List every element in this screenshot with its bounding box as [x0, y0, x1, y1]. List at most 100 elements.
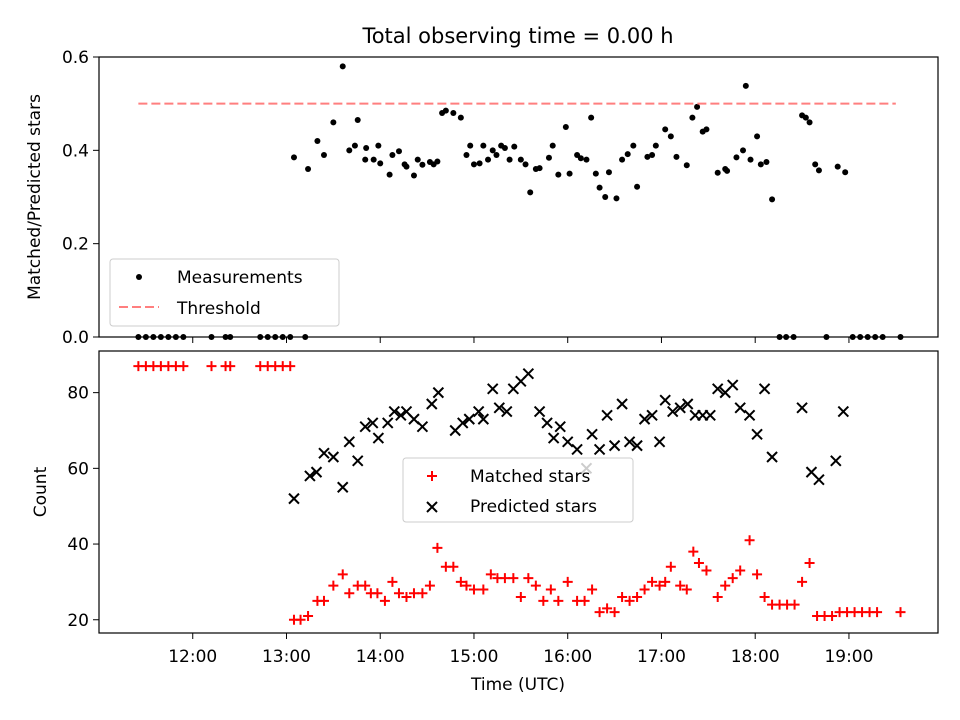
measurement-point	[742, 82, 749, 89]
measurement-point	[834, 163, 841, 170]
measurement-point	[605, 169, 612, 176]
measurement-point	[330, 119, 337, 126]
matched-star-point	[379, 595, 390, 606]
measurement-point	[362, 156, 369, 163]
matched-star-point	[387, 576, 398, 587]
x-tick-label: 14:00	[356, 647, 405, 667]
y-axis-label-bottom: Count	[31, 466, 51, 517]
predicted-star-point	[343, 436, 356, 448]
matched-star-point	[448, 561, 459, 572]
measurement-point	[662, 126, 669, 133]
measurement-point	[574, 152, 581, 158]
y-tick-label: 0.0	[62, 328, 89, 348]
y-tick-label: 0.6	[62, 48, 89, 68]
matched-star-point	[393, 588, 404, 599]
predicted-star-point	[711, 383, 724, 395]
predicted-star-point	[337, 481, 349, 493]
y-tick-label: 80	[67, 384, 89, 404]
axes-frame	[98, 56, 939, 338]
measurement-point	[566, 170, 573, 177]
predicted-star-point	[501, 405, 513, 418]
measurement-point	[754, 133, 761, 140]
measurement-point	[722, 166, 729, 172]
predicted-star-point	[623, 436, 636, 448]
matched-star-point	[499, 573, 510, 584]
predicted-star-point	[457, 417, 469, 429]
matched-star-point	[727, 573, 738, 584]
predicted-star-point	[631, 439, 643, 452]
measurement-point	[769, 196, 776, 203]
measurement-point	[815, 167, 822, 174]
matched-star-point	[360, 580, 371, 591]
measurement-point	[375, 142, 382, 149]
matched-star-point	[337, 569, 348, 580]
measurement-point	[634, 183, 641, 190]
predicted-star-point	[487, 383, 499, 395]
predicted-star-point	[653, 436, 666, 448]
x-tick-label: 16:00	[543, 647, 592, 667]
top-axes: 0.0 0.2 0.4 0.6 Measurements Threshold	[62, 48, 939, 348]
legend-box	[109, 258, 340, 327]
predicted-star-point	[586, 428, 598, 440]
predicted-star-point	[327, 451, 340, 463]
measurement-point	[555, 171, 562, 178]
measurement-point	[314, 138, 321, 144]
measurement-point	[467, 142, 474, 149]
measurement-point	[450, 110, 457, 116]
predicted-star-point	[726, 379, 739, 391]
matched-star-point	[872, 607, 883, 618]
chart-title: Total observing time = 0.00 h	[361, 24, 673, 48]
legend-marker-matched	[427, 471, 437, 481]
measurement-point	[480, 142, 487, 149]
predicted-star-point	[388, 405, 400, 418]
matched-star-point	[609, 607, 620, 618]
matched-star-point	[617, 592, 628, 603]
measurement-point	[320, 152, 327, 158]
measurement-point	[699, 128, 706, 135]
legend-label-threshold: Threshold	[176, 299, 261, 319]
x-tick-label: 15:00	[449, 647, 498, 667]
measurement-point	[596, 184, 603, 191]
x-tick-label: 17:00	[637, 647, 686, 667]
matched-star-point	[461, 580, 472, 591]
measurement-point	[339, 63, 346, 70]
predicted-star-point	[766, 451, 778, 463]
matched-star-point	[693, 557, 704, 568]
measurement-point	[346, 147, 353, 154]
predicted-star-point	[554, 420, 566, 433]
matched-star-point	[401, 592, 412, 603]
matched-star-point	[827, 610, 838, 621]
predicted-star-point	[367, 417, 379, 429]
predicted-star-point	[359, 420, 371, 433]
matched-star-point	[639, 584, 650, 595]
measurement-point	[414, 156, 421, 163]
measurement-point	[493, 152, 500, 158]
matched-star-point	[675, 580, 686, 591]
predicted-star-point	[533, 405, 546, 418]
predicted-star-point	[837, 405, 850, 418]
measurement-point	[602, 194, 609, 200]
measurement-point	[652, 142, 659, 149]
measurement-point	[522, 161, 529, 168]
matched-star-point	[225, 361, 236, 372]
matched-star-point	[579, 595, 590, 606]
matched-star-point	[681, 584, 692, 595]
matched-star-point	[647, 576, 658, 587]
y-tick-label: 0.2	[62, 235, 89, 255]
matched-star-point	[417, 588, 428, 599]
measurement-point	[757, 161, 764, 168]
predicted-star-point	[571, 443, 583, 456]
matched-star-point	[424, 580, 435, 591]
predicted-star-point	[472, 405, 485, 418]
predicted-star-point	[547, 432, 560, 444]
measurement-point	[410, 172, 417, 179]
predicted-star-point	[674, 402, 686, 414]
measurement-point	[363, 145, 370, 151]
matched-star-point	[688, 546, 699, 557]
matched-star-point	[538, 595, 549, 606]
measurement-point	[439, 110, 446, 116]
measurement-point	[644, 153, 651, 160]
predicted-star-point	[681, 398, 694, 410]
measurement-point	[689, 114, 696, 121]
